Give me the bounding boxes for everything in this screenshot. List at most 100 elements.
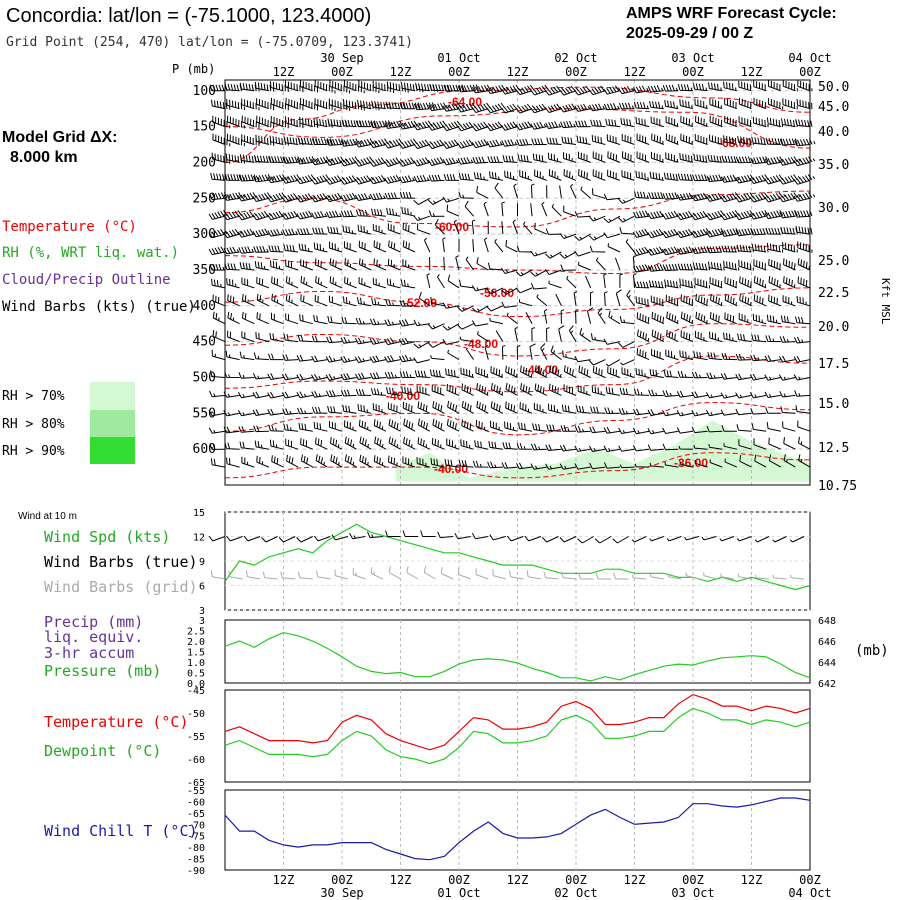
xs-wind-barb [442, 102, 465, 112]
xs-wind-barb [530, 250, 547, 257]
xs-wind-barb [344, 454, 357, 468]
prec-tick-label: 2.5 [187, 627, 205, 638]
xs-wind-barb [720, 192, 740, 203]
xs-wind-barb [735, 392, 752, 399]
xs-wind-barb [648, 192, 664, 199]
xs-frame [224, 79, 811, 486]
xs-wind-barb [636, 133, 650, 145]
dewpoint-label: Dewpoint (°C) [44, 742, 161, 760]
xs-wind-barb [632, 427, 650, 435]
xs-wind-barb [413, 341, 431, 349]
xs-wind-barb [340, 373, 357, 381]
xs-wind-barb [766, 117, 784, 128]
xs-wind-barb [692, 174, 711, 182]
xs-wind-barb [676, 410, 694, 417]
xs-wind-barb [523, 221, 533, 235]
xs-wind-barb [738, 439, 752, 450]
wind-barb-grid [790, 574, 805, 580]
xs-wind-barb [443, 84, 465, 92]
xs-wind-barb [693, 153, 708, 163]
xs-wind-barb [530, 84, 549, 96]
xs-wind-barb [691, 245, 711, 254]
xs-wind-barb [329, 420, 343, 432]
xs-wind-barb [487, 262, 503, 271]
xs-wind-barb [384, 174, 401, 184]
xs-wind-barb [457, 121, 476, 132]
xs-wind-barb [296, 373, 313, 381]
wind-barb-true [208, 535, 226, 542]
xs-wind-barb [783, 276, 796, 289]
xs-wind-barb [457, 102, 477, 113]
rh-swatch-70 [90, 382, 135, 410]
xs-wind-barb [212, 330, 226, 343]
isotherm-label: -52.00 [403, 296, 437, 310]
xs-wind-barb [574, 250, 591, 257]
xs-wind-barb [357, 404, 372, 414]
xs-wind-barb [476, 383, 489, 396]
xs-wind-barb [428, 174, 445, 182]
xs-wind-barb [453, 219, 460, 235]
xs-wind-barb [241, 115, 260, 129]
xs-wind-barb [694, 134, 708, 145]
xs-wind-barb [676, 228, 696, 239]
xs-wind-barb [442, 157, 460, 166]
xs-wind-barb [224, 173, 246, 181]
xs-wind-barb [224, 83, 243, 92]
xs-wind-barb [212, 294, 226, 307]
xs-wind-barb [359, 436, 372, 450]
wind-barb-grid [316, 570, 331, 580]
xs-wind-barb [369, 318, 386, 326]
xs-wind-barb [778, 192, 801, 203]
xs-wind-barb [588, 85, 606, 96]
isotherm-line [224, 323, 811, 357]
xs-wind-barb [311, 335, 328, 343]
xs-wind-barb [281, 193, 301, 203]
xs-wind-barb [578, 261, 591, 271]
xs-wind-barb [793, 374, 811, 381]
xs-wind-barb [579, 328, 591, 343]
xs-wind-barb [426, 273, 431, 289]
bottom-day-label: 04 Oct [788, 886, 831, 900]
xs-wind-barb [750, 408, 767, 415]
xs-wind-barb [603, 273, 607, 288]
height-tick-label: 25.0 [818, 254, 849, 269]
xs-wind-barb [608, 310, 621, 325]
temp-tick-label: -50 [187, 709, 205, 720]
xs-wind-barb [300, 438, 313, 450]
xs-wind-barb [474, 440, 489, 450]
isotherm-line [224, 355, 811, 393]
xs-wind-barb [383, 138, 403, 149]
xs-wind-barb [428, 102, 450, 112]
xs-wind-barb [766, 314, 781, 325]
xs-wind-barb [765, 227, 784, 235]
xs-wind-barb [513, 183, 518, 199]
xs-wind-barb [223, 246, 240, 255]
xs-wind-barb [315, 276, 328, 289]
xs-wind-barb [237, 192, 257, 202]
isotherm-line [224, 108, 811, 149]
xs-wind-barb [241, 456, 255, 468]
xs-wind-barb [536, 294, 548, 307]
xs-wind-barb [354, 175, 374, 185]
xs-wind-barb [558, 325, 565, 342]
xs-wind-barb [798, 454, 811, 468]
xs-wind-barb [794, 390, 811, 397]
xs-wind-barb [797, 420, 811, 432]
forecast-cycle-value: 2025-09-29 / 00 Z [626, 25, 753, 42]
xs-wind-barb [211, 99, 231, 110]
xs-wind-barb [312, 406, 328, 414]
xs-wind-barb [501, 344, 506, 360]
wind-barb-true [471, 532, 489, 540]
xs-wind-barb [632, 246, 652, 256]
xs-wind-barb [501, 103, 520, 114]
xs-wind-barb [780, 406, 796, 414]
xs-wind-barb [501, 462, 518, 469]
xs-wind-barb [782, 295, 796, 307]
xs-wind-barb [680, 115, 694, 128]
xs-wind-barb [486, 305, 504, 312]
xs-wind-barb [751, 243, 769, 253]
xs-wind-barb [650, 116, 664, 128]
xs-wind-barb [603, 232, 621, 239]
xs-wind-barb [519, 170, 533, 181]
xs-wind-barb [534, 365, 548, 378]
